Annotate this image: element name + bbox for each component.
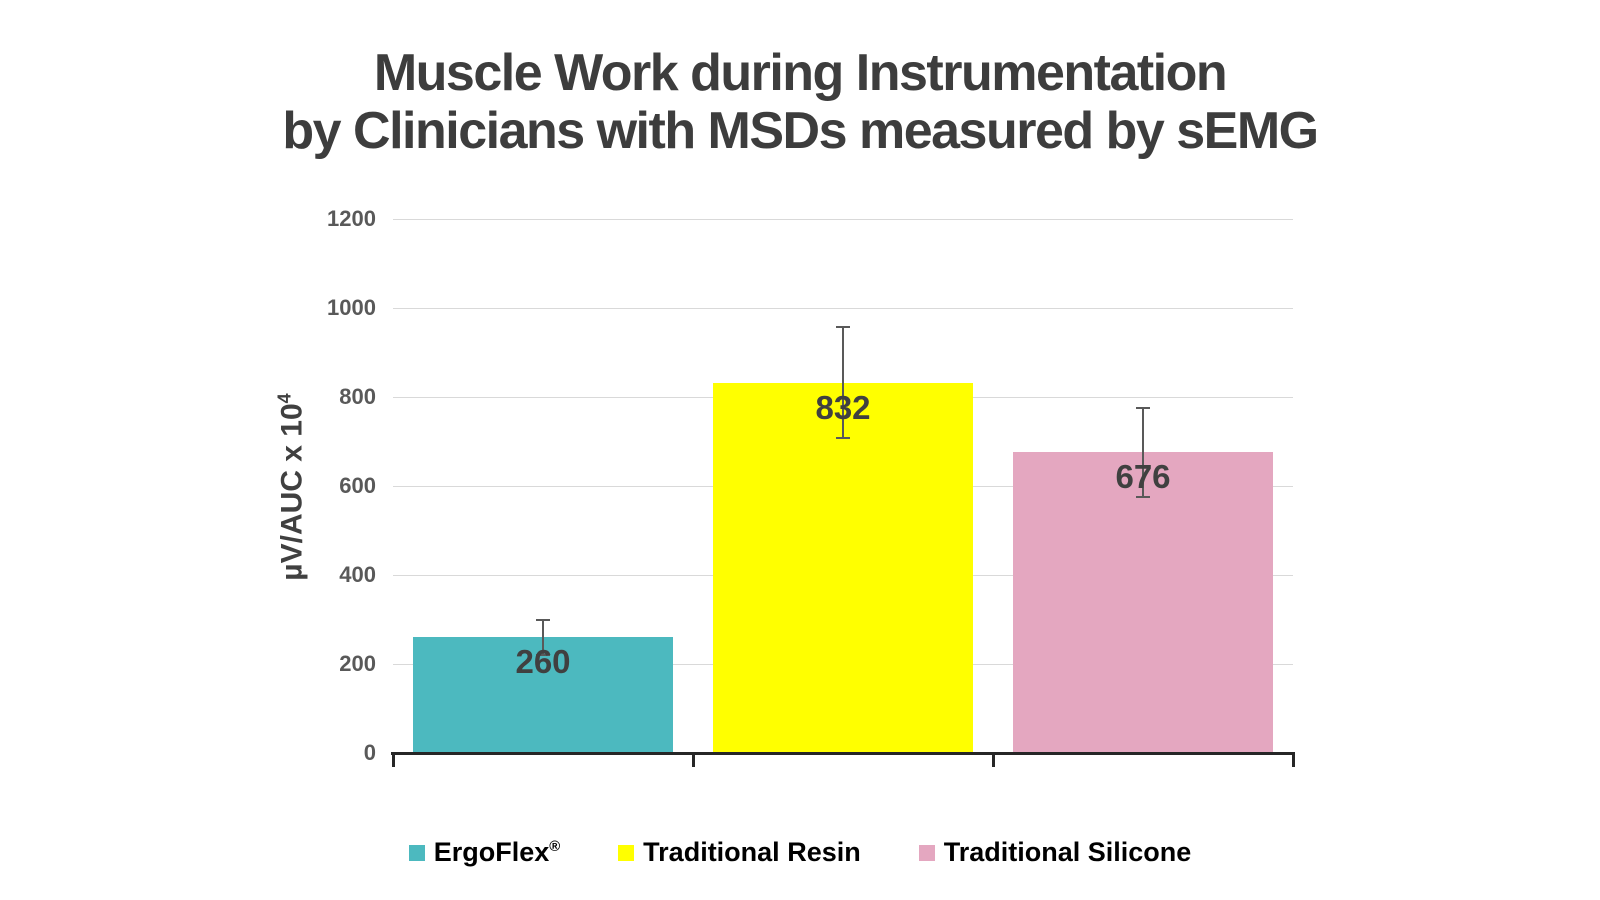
error-cap-top: [536, 618, 550, 621]
y-tick-label-1200: 1200: [327, 206, 376, 231]
bar-ergoflex: [413, 637, 673, 753]
bar-traditional-resin: [713, 382, 973, 753]
legend-label-traditional-resin: Traditional Resin: [643, 837, 861, 867]
x-axis-line: [391, 752, 1295, 755]
x-axis-tick-3: [1291, 752, 1295, 767]
y-tick-label-200: 200: [339, 651, 376, 676]
bar-value-label-traditional-resin: 832: [815, 388, 871, 426]
chart-title-line1: Muscle Work during Instrumentation: [373, 44, 1228, 102]
x-axis-tick-1: [691, 752, 695, 767]
bar-value-label-traditional-silicone: 676: [1115, 458, 1171, 496]
x-axis-tick-2: [991, 752, 995, 767]
chart-title: Muscle Work during Instrumentation by Cl…: [0, 44, 1600, 160]
legend-item-traditional-resin: Traditional Resin: [618, 837, 861, 868]
legend-swatch-traditional-silicone: [918, 844, 935, 861]
gridline-1200: [393, 218, 1293, 220]
y-tick-label-800: 800: [339, 384, 376, 409]
error-bar-ergoflex: [542, 619, 544, 656]
y-tick-label-600: 600: [339, 473, 376, 498]
y-tick-label-400: 400: [339, 562, 376, 587]
error-cap-bottom: [1136, 495, 1150, 498]
bar-traditional-silicone: [1013, 452, 1273, 753]
legend-swatch-ergoflex: [408, 844, 425, 861]
legend-swatch-traditional-resin: [618, 844, 635, 861]
error-cap-top: [1136, 406, 1150, 409]
error-cap-bottom: [836, 437, 850, 440]
legend-label-superscript: ®: [549, 839, 561, 855]
legend: ErgoFlex® Traditional Resin Traditional Si…: [0, 830, 1600, 875]
error-bar-traditional-resin: [842, 327, 844, 439]
bar-value-label-ergoflex: 260: [515, 643, 571, 681]
error-cap-bottom: [536, 654, 550, 657]
y-tick-label-0: 0: [363, 740, 376, 765]
y-tick-label-1000: 1000: [327, 295, 376, 320]
error-bar-traditional-silicone: [1142, 407, 1144, 497]
gridline-1000: [393, 307, 1293, 309]
legend-item-traditional-silicone: Traditional Silicone: [918, 837, 1192, 868]
legend-label-ergoflex: ErgoFlex®: [433, 837, 561, 867]
legend-label-traditional-silicone: Traditional Silicone: [943, 837, 1192, 867]
chart-title-line2: by Clinicians with MSDs measured by sEMG: [282, 102, 1319, 161]
error-cap-top: [836, 326, 850, 329]
legend-item-ergoflex: ErgoFlex®: [408, 837, 561, 868]
x-axis-tick-0: [391, 752, 395, 767]
